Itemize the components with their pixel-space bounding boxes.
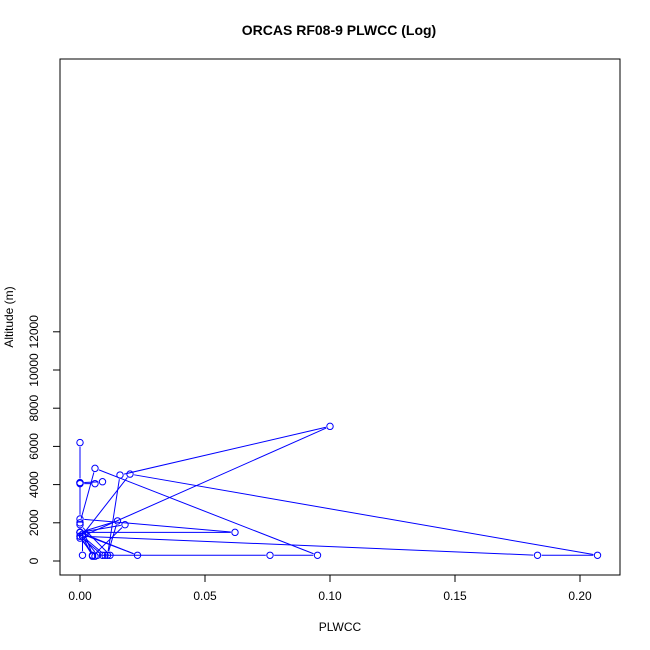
data-point — [91, 464, 99, 473]
series-segment — [108, 524, 117, 552]
data-point — [116, 471, 124, 479]
series-segment — [84, 524, 121, 533]
data-point — [266, 551, 274, 559]
data-point — [103, 551, 112, 559]
data-point — [91, 479, 99, 488]
data-point — [76, 532, 84, 540]
y-tick-label: 6000 — [27, 433, 41, 460]
series-segment — [83, 521, 114, 532]
data-point — [593, 551, 602, 559]
plot-frame — [59, 58, 621, 576]
data-point — [121, 521, 129, 529]
data-point — [91, 552, 99, 560]
y-axis: 0 2000 4000 6000 8000 10000 12000 — [27, 315, 61, 564]
data-point — [533, 551, 542, 559]
x-axis-label: PLWCC — [319, 620, 362, 634]
series-lines — [79, 426, 594, 557]
series-segment — [84, 518, 231, 533]
y-tick-label: 4000 — [27, 471, 41, 498]
series-segment — [123, 426, 327, 475]
series-segment — [98, 469, 314, 555]
data-point — [76, 478, 84, 487]
data-point — [231, 528, 239, 537]
x-tick-label: 0.20 — [568, 589, 592, 603]
data-point — [76, 519, 84, 527]
y-tick-label: 0 — [27, 557, 41, 564]
x-tick-label: 0.00 — [68, 589, 92, 603]
series-segment — [134, 474, 594, 556]
x-tick-label: 0.10 — [318, 589, 342, 603]
data-point — [106, 551, 114, 559]
series-segment — [82, 477, 128, 536]
series-segment — [95, 527, 123, 554]
series-segment — [85, 538, 103, 553]
data-point — [98, 551, 107, 559]
chart-title: ORCAS RF08-9 PLWCC (Log) — [242, 22, 436, 38]
x-tick-label: 0.05 — [193, 589, 217, 603]
series-segment — [84, 535, 534, 556]
y-tick-label: 10000 — [27, 353, 41, 387]
data-point — [76, 521, 84, 529]
data-point — [113, 517, 122, 525]
series-segment — [80, 472, 95, 519]
data-point — [76, 515, 84, 523]
series-segment — [82, 538, 100, 553]
data-point — [326, 422, 334, 431]
data-point — [98, 478, 107, 486]
data-point — [78, 551, 87, 559]
y-tick-label: 8000 — [27, 395, 41, 422]
data-point — [126, 470, 134, 478]
data-point — [78, 532, 87, 540]
data-point — [76, 438, 84, 447]
series-points — [76, 422, 602, 560]
y-tick-label: 2000 — [27, 509, 41, 536]
y-axis-label: Altitude (m) — [2, 286, 16, 347]
data-point — [76, 528, 84, 537]
data-point — [133, 551, 142, 559]
series-segment — [86, 427, 327, 535]
series-segment — [82, 540, 93, 554]
y-tick-label: 12000 — [27, 315, 41, 349]
x-axis: 0.00 0.05 0.10 0.15 0.20 — [68, 574, 592, 603]
data-point — [313, 551, 322, 559]
x-tick-label: 0.15 — [443, 589, 467, 603]
data-point — [101, 551, 109, 559]
